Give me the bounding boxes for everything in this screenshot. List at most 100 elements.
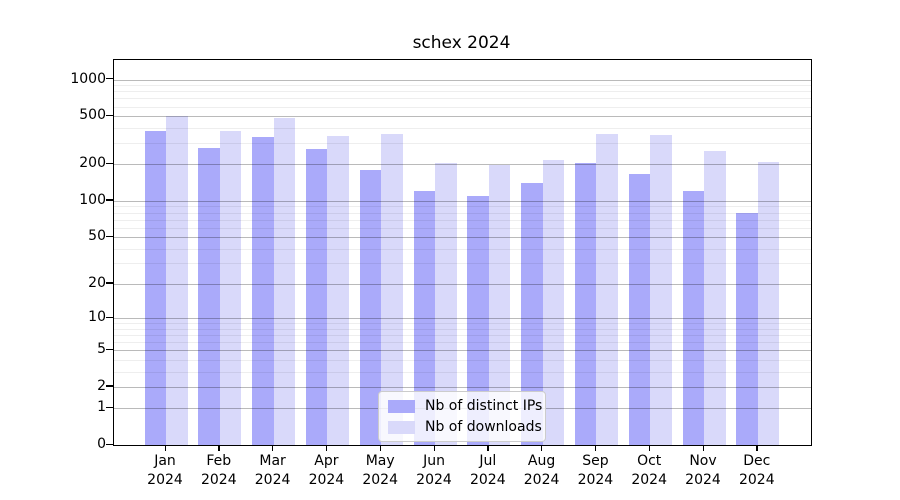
minor-gridline — [114, 248, 811, 250]
y-axis-tick-mark — [106, 235, 113, 237]
x-axis-tick-label: Feb 2024 — [177, 452, 261, 490]
x-axis-label-month: Jan — [154, 453, 176, 469]
x-axis-tick-mark — [702, 445, 704, 451]
x-axis-tick-label: Jul 2024 — [446, 452, 530, 490]
x-axis-tick-label: Jan 2024 — [123, 452, 207, 490]
bar-downloads — [704, 150, 726, 445]
minor-gridline — [114, 371, 811, 373]
x-axis-label-month: May — [365, 453, 395, 469]
bar-distinct-ips — [574, 162, 597, 445]
bar-downloads — [219, 130, 242, 445]
major-gridline — [114, 79, 811, 81]
y-axis-tick-mark — [106, 385, 113, 387]
minor-gridline — [114, 106, 811, 108]
x-axis-label-month: Dec — [743, 453, 771, 469]
bar-downloads — [435, 163, 457, 445]
major-gridline — [114, 350, 811, 352]
major-gridline — [114, 200, 811, 202]
y-axis-tick-label: 1000 — [70, 70, 106, 87]
bar-downloads — [381, 134, 403, 445]
x-axis-label-year: 2024 — [147, 472, 183, 488]
legend-label-distinct-ips: Nb of distinct IPs — [425, 398, 543, 414]
x-axis-tick-label: Nov 2024 — [661, 452, 745, 490]
minor-gridline — [114, 206, 811, 208]
x-axis-label-year: 2024 — [362, 472, 398, 488]
y-axis-tick-mark — [106, 348, 113, 351]
minor-gridline — [114, 127, 811, 129]
y-axis-tick-label: 1 — [97, 399, 106, 416]
plot-area — [113, 59, 812, 446]
bar-downloads — [273, 118, 296, 445]
minor-gridline — [114, 335, 811, 336]
x-axis-tick-label: Mar 2024 — [231, 452, 315, 490]
y-axis-tick-mark — [106, 316, 113, 318]
x-axis-label-month: Sep — [582, 453, 609, 469]
x-axis-tick-label: Sep 2024 — [553, 452, 637, 490]
minor-gridline — [114, 342, 811, 344]
minor-gridline — [114, 219, 811, 221]
major-gridline — [114, 386, 811, 388]
x-axis-tick-mark — [648, 445, 651, 451]
legend-swatch-distinct-ips-icon — [388, 399, 415, 413]
x-axis-label-year: 2024 — [254, 472, 291, 488]
minor-gridline — [114, 85, 811, 87]
x-axis-label-month: Aug — [527, 453, 556, 469]
minor-gridline — [114, 212, 811, 214]
bar-downloads — [596, 134, 618, 445]
bar-downloads — [166, 115, 188, 445]
x-axis-tick-mark — [164, 445, 166, 451]
x-axis-label-year: 2024 — [523, 472, 560, 488]
x-axis-tick-mark — [756, 445, 758, 451]
bar-downloads — [488, 165, 511, 445]
major-gridline — [114, 116, 811, 118]
x-axis-label-year: 2024 — [631, 472, 667, 488]
x-axis-label-month: Feb — [206, 453, 232, 469]
x-axis-tick-label: Dec 2024 — [715, 452, 799, 490]
bar-distinct-ips — [682, 191, 704, 445]
legend: Nb of distinct IPs Nb of downloads — [378, 391, 546, 442]
bar-downloads — [542, 159, 565, 445]
x-axis-tick-label: Jun 2024 — [392, 452, 476, 490]
major-gridline — [114, 237, 811, 238]
x-axis-tick-mark — [594, 445, 597, 451]
minor-gridline — [114, 323, 811, 325]
bar-distinct-ips — [521, 183, 543, 445]
y-axis-tick-label: 2 — [97, 377, 106, 394]
x-axis-label-year: 2024 — [200, 472, 237, 488]
minor-gridline — [114, 91, 811, 93]
x-axis-label-year: 2024 — [738, 472, 775, 488]
x-axis-label-month: Apr — [314, 453, 339, 469]
minor-gridline — [114, 359, 811, 361]
bar-distinct-ips — [628, 173, 651, 445]
y-axis-tick-mark — [106, 443, 113, 445]
x-axis-tick-mark — [272, 445, 274, 451]
y-axis-tick-mark — [106, 282, 113, 284]
y-axis-tick-label: 100 — [79, 191, 106, 208]
x-axis-label-month: Oct — [637, 453, 662, 469]
bar-distinct-ips — [252, 136, 274, 445]
x-axis-tick-mark — [487, 445, 489, 451]
bar-distinct-ips — [305, 149, 328, 445]
x-axis-tick-mark — [379, 445, 382, 451]
x-axis-label-month: Jun — [423, 453, 445, 469]
bar-distinct-ips — [144, 130, 166, 445]
x-axis-tick-mark — [433, 445, 435, 451]
x-axis-label-year: 2024 — [416, 472, 452, 488]
y-axis-tick-label: 200 — [79, 155, 106, 172]
y-axis-tick-mark — [106, 199, 113, 201]
minor-gridline — [114, 143, 811, 145]
y-axis-tick-label: 500 — [79, 107, 106, 124]
x-axis-tick-mark — [325, 445, 328, 451]
bar-distinct-ips — [198, 147, 220, 445]
y-axis-tick-label: 20 — [88, 274, 106, 291]
y-axis-tick-label: 10 — [88, 309, 106, 326]
minor-gridline — [114, 263, 811, 265]
legend-swatch-downloads-icon — [388, 420, 415, 434]
bar-distinct-ips — [736, 212, 758, 445]
bar-downloads — [757, 161, 780, 445]
y-axis-tick-label: 5 — [97, 341, 106, 358]
minor-gridline — [114, 328, 811, 330]
y-axis-tick-label: 0 — [97, 436, 106, 452]
bar-distinct-ips — [413, 191, 435, 445]
